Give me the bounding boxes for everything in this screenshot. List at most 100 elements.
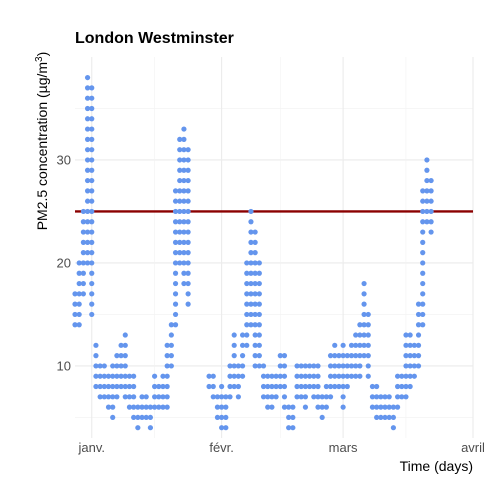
data-point <box>93 363 99 369</box>
points-layer <box>72 74 434 431</box>
data-point <box>382 414 388 421</box>
y-tick-label: 20 <box>57 255 71 270</box>
data-point <box>415 363 422 369</box>
data-point <box>340 353 346 359</box>
data-point <box>231 373 237 379</box>
data-point <box>336 373 342 379</box>
data-point <box>252 250 258 256</box>
x-axis-label: Time (days) <box>400 458 473 474</box>
data-point <box>72 301 78 307</box>
data-point <box>302 394 309 400</box>
data-point <box>256 322 262 328</box>
data-point <box>415 311 422 318</box>
data-point <box>428 177 434 184</box>
data-point <box>340 404 346 410</box>
data-point <box>114 353 120 359</box>
data-point <box>302 383 309 390</box>
data-point <box>361 301 367 307</box>
data-point <box>244 260 250 266</box>
data-point <box>390 404 396 410</box>
data-point <box>273 394 279 400</box>
data-point <box>302 373 309 379</box>
data-point <box>420 322 426 328</box>
data-point <box>168 332 174 338</box>
data-point <box>244 342 250 348</box>
data-point <box>361 280 367 287</box>
data-point <box>110 394 116 400</box>
data-point <box>231 353 237 359</box>
data-point <box>101 394 107 400</box>
data-point <box>403 373 409 379</box>
data-point <box>252 322 258 328</box>
data-point <box>244 301 250 307</box>
data-point <box>160 404 166 410</box>
data-point <box>248 322 254 328</box>
x-tick-label: janv. <box>78 440 106 455</box>
data-point <box>265 383 271 390</box>
data-point <box>76 322 82 328</box>
data-point <box>181 177 187 184</box>
data-point <box>315 404 321 410</box>
data-point <box>403 363 409 369</box>
data-point <box>84 250 91 256</box>
data-point <box>353 342 359 348</box>
data-point <box>415 322 422 328</box>
data-point <box>244 311 250 318</box>
data-point <box>89 126 95 132</box>
data-point <box>428 219 434 225</box>
data-point <box>72 291 78 297</box>
data-point <box>361 342 367 348</box>
data-point <box>72 322 78 328</box>
data-point <box>256 363 262 369</box>
data-point <box>235 363 241 369</box>
data-point <box>411 342 417 348</box>
data-point <box>407 342 413 348</box>
data-point <box>135 425 141 431</box>
data-point <box>177 219 183 225</box>
data-point <box>177 177 183 184</box>
data-point <box>181 167 187 173</box>
data-point <box>185 250 191 256</box>
data-point <box>160 394 166 400</box>
data-point <box>89 136 95 142</box>
y-axis-label-main: PM2.5 concentration (µg/m <box>34 62 50 230</box>
data-point <box>89 167 95 173</box>
data-point <box>84 208 91 215</box>
data-point <box>105 394 112 400</box>
data-point <box>311 383 317 390</box>
data-point <box>110 404 116 410</box>
data-point <box>172 322 179 328</box>
data-point <box>177 136 183 142</box>
data-point <box>139 404 145 410</box>
data-point <box>89 105 95 112</box>
data-point <box>394 373 401 379</box>
data-point <box>336 353 342 359</box>
data-point <box>277 363 283 369</box>
data-point <box>89 280 95 287</box>
data-point <box>248 301 254 307</box>
data-point <box>315 373 321 379</box>
data-point <box>256 332 262 338</box>
data-point <box>269 373 275 379</box>
data-point <box>84 239 91 245</box>
data-point <box>420 198 426 204</box>
data-point <box>177 167 183 173</box>
data-point <box>323 394 329 400</box>
data-point <box>357 373 363 379</box>
data-point <box>172 229 179 235</box>
data-point <box>110 383 116 390</box>
data-point <box>89 157 95 163</box>
data-point <box>378 404 384 410</box>
data-point <box>156 394 162 400</box>
data-point <box>348 363 355 369</box>
data-point <box>327 383 334 390</box>
data-point <box>118 383 124 390</box>
data-point <box>84 95 91 101</box>
data-point <box>286 425 292 431</box>
data-point <box>369 383 376 390</box>
data-point <box>185 260 191 266</box>
data-point <box>298 383 304 390</box>
data-point <box>239 342 246 348</box>
data-point <box>353 332 359 338</box>
data-point <box>248 260 254 266</box>
